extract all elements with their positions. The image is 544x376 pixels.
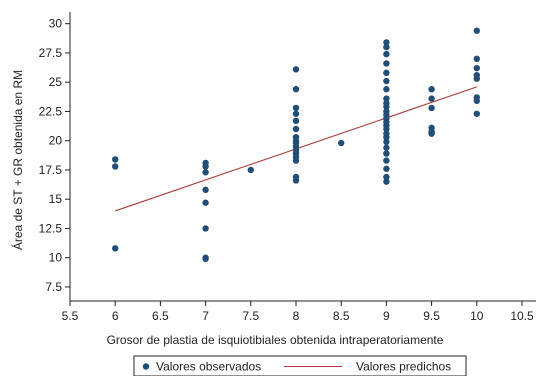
x-ticks: 5.5 6 6.5 7 7.5 8 8.5 9 9.5 10 10.5 [62,301,534,323]
observed-point [473,64,480,72]
observed-point [292,157,300,164]
observed-point [383,178,390,185]
observed-point [428,95,435,102]
y-tick-label: 10 [49,251,63,265]
x-tick-label: 8.5 [333,309,350,323]
observed-point [383,86,390,93]
observed-point [202,225,209,232]
y-tick-label: 20 [49,134,63,148]
observed-point [428,104,435,112]
y-tick-label: 27.5 [39,46,63,60]
observed-point [247,166,254,174]
observed-point [473,27,480,34]
observed-point [383,125,390,133]
observed-point [202,186,209,194]
observed-point [383,60,390,67]
y-tick-label: 17.5 [39,163,63,177]
y-axis-label: Área de ST + GR obtenida en RM [10,70,25,250]
observed-point [202,163,209,170]
observed-point [338,139,345,147]
observed-point [383,133,390,141]
observed-point [112,163,119,170]
x-tick-label: 8 [293,309,300,323]
observed-point [383,103,390,110]
observed-point [383,157,390,164]
x-tick-label: 7.5 [242,309,259,323]
legend: Valores observados Valores predichos [133,355,467,376]
observed-point [383,43,390,51]
x-tick-label: 10 [470,309,484,323]
y-ticks: 7.5 10 12.5 15 17.5 20 22.5 25 27.5 30 [39,17,70,294]
x-tick-label: 7 [202,309,209,323]
observed-point [292,86,300,93]
observed-points-layer [112,27,480,263]
observed-point [292,177,300,184]
legend-observed-marker [142,363,150,370]
y-tick-label: 22.5 [39,104,63,118]
observed-point [383,144,390,151]
observed-point [292,117,300,125]
y-tick-label: 12.5 [39,221,63,235]
y-tick-label: 30 [49,17,63,31]
observed-point [383,150,390,157]
x-axis-label: Grosor de plastia de isquiotibiales obte… [107,333,444,347]
observed-point [383,39,390,46]
x-tick-label: 9 [383,309,390,323]
observed-point [473,75,480,82]
observed-point [383,173,390,181]
observed-point [202,169,209,176]
observed-point [428,130,435,137]
observed-point [383,77,390,85]
observed-point [202,255,209,263]
legend-predicted-label: Valores predichos [356,360,451,374]
observed-point [383,165,390,172]
observed-point [292,110,300,117]
observed-point [112,245,119,252]
observed-point [202,199,209,206]
y-tick-label: 25 [49,75,63,89]
x-tick-label: 9.5 [423,309,440,323]
x-tick-label: 6 [112,309,119,323]
x-tick-label: 6.5 [152,309,169,323]
observed-point [292,104,300,112]
observed-point [292,125,300,133]
observed-point [473,97,480,105]
axes [69,12,536,302]
observed-point [112,156,119,163]
observed-point [383,50,390,58]
y-tick-label: 15 [49,192,63,206]
observed-point [383,138,390,146]
observed-point [473,55,480,63]
x-tick-label: 10.5 [510,309,534,323]
observed-point [428,86,435,93]
observed-point [292,66,300,73]
observed-point [473,110,480,117]
observed-point [383,95,390,102]
x-tick-label: 5.5 [62,309,79,323]
legend-observed-label: Valores observados [156,360,261,374]
y-tick-label: 7.5 [45,280,62,294]
observed-point [383,69,390,77]
